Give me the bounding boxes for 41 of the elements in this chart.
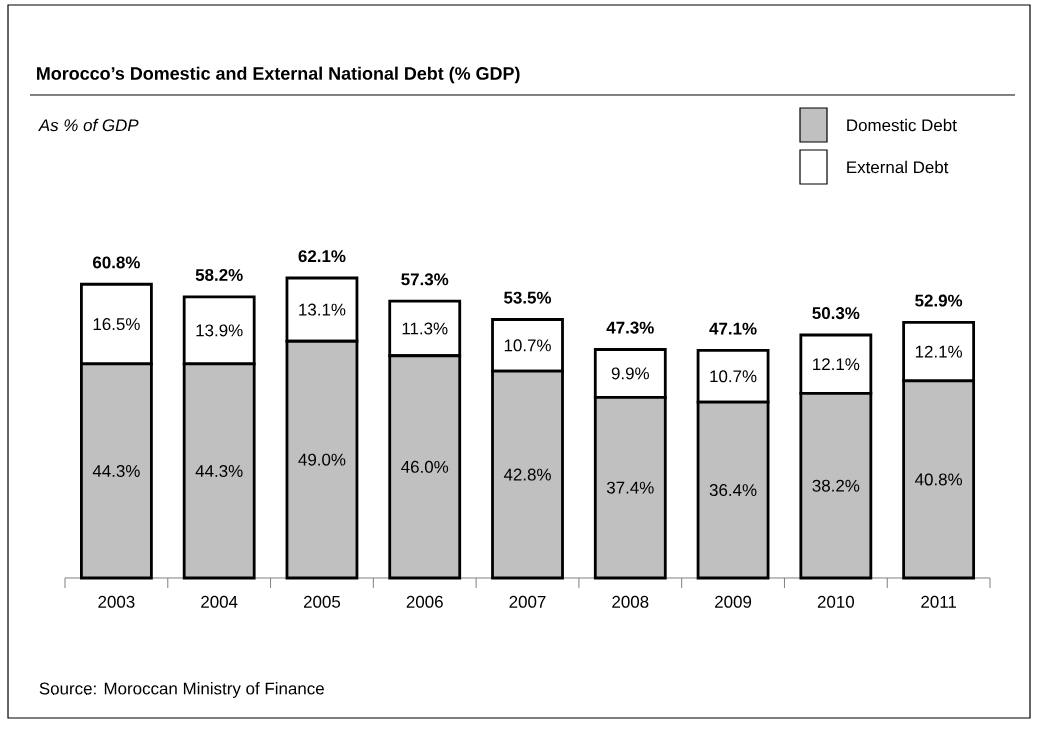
chart-title: Morocco’s Domestic and External National Debt (% GDP) xyxy=(37,66,520,84)
total-label: 50.3% xyxy=(812,307,860,320)
data-label: 10.7% xyxy=(504,339,551,352)
x-tick-label: 2009 xyxy=(715,595,752,608)
total-label: 62.1% xyxy=(298,250,346,263)
data-label: 44.3% xyxy=(195,464,243,477)
data-label: 12.1% xyxy=(813,358,860,371)
x-tick-label: 2008 xyxy=(612,595,649,608)
data-label: 13.9% xyxy=(196,324,243,337)
source-note: Source: Moroccan Ministry of Finance xyxy=(39,682,324,698)
legend-label: External Debt xyxy=(847,160,949,174)
data-label: 49.0% xyxy=(298,453,346,466)
data-label: 46.0% xyxy=(401,460,449,473)
x-tick-label: 2003 xyxy=(98,595,135,608)
data-label: 11.3% xyxy=(402,322,448,335)
data-label: 42.8% xyxy=(503,468,551,481)
total-label: 52.9% xyxy=(915,294,963,307)
data-label: 9.9% xyxy=(611,367,649,380)
x-tick-label: 2005 xyxy=(303,595,341,608)
x-tick-label: 2010 xyxy=(817,595,855,608)
total-label: 53.5% xyxy=(504,291,552,304)
data-label: 13.1% xyxy=(299,303,346,316)
data-label: 10.7% xyxy=(710,370,757,383)
x-tick-label: 2006 xyxy=(406,595,443,608)
data-label: 36.4% xyxy=(709,484,757,497)
data-label: 44.3% xyxy=(92,464,140,477)
data-label: 40.8% xyxy=(915,473,963,486)
total-label: 57.3% xyxy=(401,273,449,286)
data-label: 38.2% xyxy=(812,479,860,492)
legend-label: Domestic Debt xyxy=(847,118,957,132)
total-label: 47.3% xyxy=(606,321,654,334)
chart-subtitle: As % of GDP xyxy=(38,118,139,132)
total-label: 60.8% xyxy=(93,256,140,269)
x-tick-label: 2007 xyxy=(509,595,546,608)
data-label: 16.5% xyxy=(93,318,140,331)
x-tick-label: 2011 xyxy=(921,595,957,608)
data-label: 37.4% xyxy=(606,481,654,494)
total-label: 58.2% xyxy=(195,268,243,281)
total-label: 47.1% xyxy=(709,322,757,335)
data-label: 12.1% xyxy=(915,345,963,358)
x-tick-label: 2004 xyxy=(201,595,238,608)
